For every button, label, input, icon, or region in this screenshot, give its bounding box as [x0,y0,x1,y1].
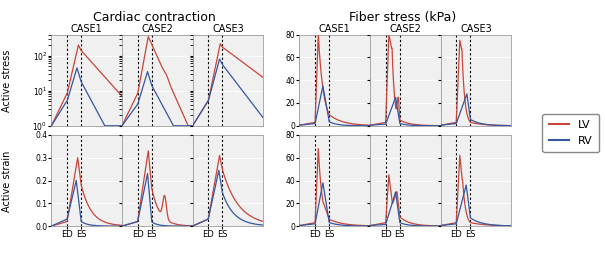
Title: CASE2: CASE2 [142,24,173,34]
Text: Fiber stress (kPa): Fiber stress (kPa) [348,11,456,24]
Text: Cardiac contraction: Cardiac contraction [93,11,215,24]
Title: CASE1: CASE1 [319,24,351,34]
Title: CASE1: CASE1 [71,24,103,34]
Title: CASE3: CASE3 [460,24,492,34]
Text: Active stress: Active stress [2,50,12,112]
Legend: LV, RV: LV, RV [543,114,600,152]
Text: Active strain: Active strain [2,150,12,211]
Title: CASE2: CASE2 [390,24,421,34]
Title: CASE3: CASE3 [212,24,244,34]
